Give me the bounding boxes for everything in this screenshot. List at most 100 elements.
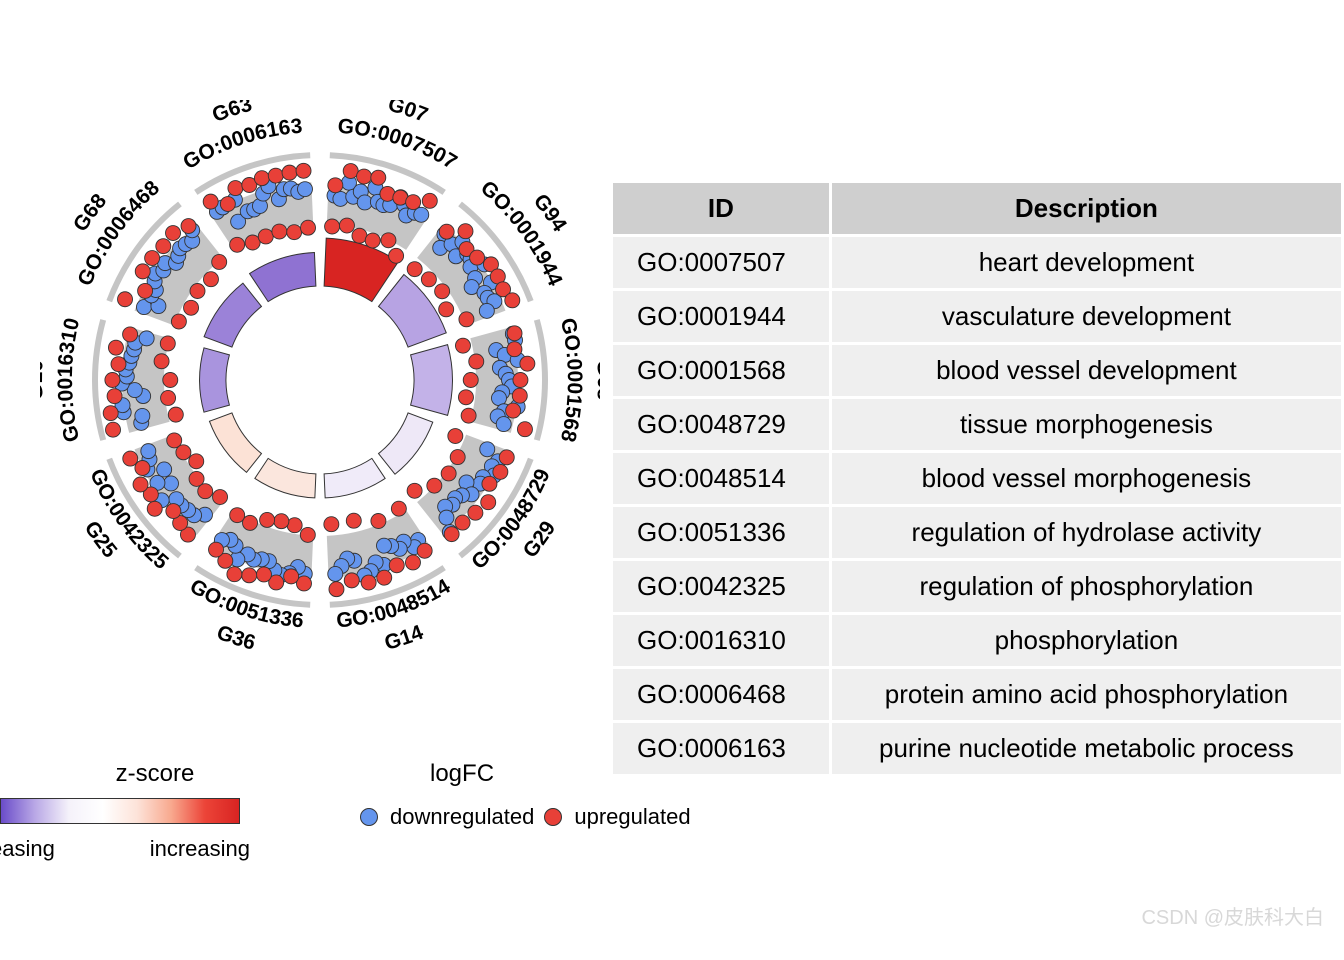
dot-up (493, 464, 508, 479)
dot-up (230, 237, 245, 252)
dot-up (513, 373, 528, 388)
dot-up (163, 373, 178, 388)
dot-up (166, 226, 181, 241)
dot-up (512, 388, 527, 403)
table-row: GO:0006163purine nucleotide metabolic pr… (612, 722, 1343, 776)
sector-rim (534, 319, 548, 441)
dot-up (260, 512, 275, 527)
table-row: GO:0001568blood vessel development (612, 344, 1343, 398)
dot-up (455, 515, 470, 530)
dot-down (479, 303, 494, 318)
dot-up (181, 219, 196, 234)
zscore-bar (204, 283, 261, 347)
dot-up (463, 373, 478, 388)
dot-up (469, 354, 484, 369)
dot-up (203, 272, 218, 287)
dot-up (160, 336, 175, 351)
dot-up (287, 518, 302, 533)
table-row: GO:0007507heart development (612, 236, 1343, 290)
dot-up (209, 542, 224, 557)
zscore-right-label: increasing (150, 836, 250, 862)
zscore-bar (255, 458, 316, 498)
zscore-bar (411, 345, 453, 416)
dot-up (389, 248, 404, 263)
zscore-title: z-score (60, 760, 250, 788)
dot-up (407, 262, 422, 277)
cell-id: GO:0007507 (612, 236, 831, 290)
dot-up (422, 193, 437, 208)
dot-up (468, 505, 483, 520)
dot-up (324, 517, 339, 532)
dots-layer (103, 163, 535, 596)
dot-up (118, 292, 133, 307)
dot-up (450, 450, 465, 465)
dot-up (458, 390, 473, 405)
dot-up (459, 312, 474, 327)
dot-up (105, 373, 120, 388)
dot-up (448, 429, 463, 444)
zscore-gradient (0, 798, 240, 824)
dot-up (133, 477, 148, 492)
dot-up (184, 300, 199, 315)
dot-up (166, 504, 181, 519)
dot-up (361, 575, 376, 590)
cell-description: regulation of phosphorylation (830, 560, 1342, 614)
table-row: GO:0048729tissue morphogenesis (612, 398, 1343, 452)
dot-up (507, 342, 522, 357)
dot-up (371, 513, 386, 528)
dot-up (405, 555, 420, 570)
cell-id: GO:0001568 (612, 344, 831, 398)
dot-up (189, 454, 204, 469)
zscore-legend: z-score easing increasing (0, 760, 250, 862)
dot-down (376, 538, 391, 553)
dot-down (135, 408, 150, 423)
dot-up (329, 582, 344, 597)
sector-index: G63 (209, 100, 254, 127)
dot-up (268, 168, 283, 183)
dot-up (274, 514, 289, 529)
dot-down (480, 442, 495, 457)
table-row: GO:0048514blood vessel morphogenesis (612, 452, 1343, 506)
cell-description: phosphorylation (830, 614, 1342, 668)
zscore-bar (379, 275, 447, 348)
dot-up (296, 163, 311, 178)
dot-up (213, 490, 228, 505)
dot-up (108, 340, 123, 355)
table-row: GO:0051336regulation of hydrolase activi… (612, 506, 1343, 560)
dot-down (297, 182, 312, 197)
dot-down (328, 566, 343, 581)
dot-up (135, 460, 150, 475)
dot-up (343, 164, 358, 179)
down-label: downregulated (390, 804, 534, 830)
dot-down (439, 510, 454, 525)
dot-up (301, 220, 316, 235)
cell-description: purine nucleotide metabolic process (830, 722, 1342, 776)
sector-go-id: GO:0001568 (556, 316, 586, 444)
dot-up (230, 508, 245, 523)
logfc-title: logFC (430, 760, 691, 788)
sector-index: G07 (385, 100, 431, 127)
dot-up (455, 338, 470, 353)
logfc-legend: logFC downregulated upregulated (360, 760, 691, 830)
dot-up (228, 181, 243, 196)
dot-up (258, 229, 273, 244)
zscore-bar (324, 458, 385, 498)
dot-up (220, 197, 235, 212)
dot-up (287, 225, 302, 240)
table-row: GO:0016310phosphorylation (612, 614, 1343, 668)
circular-go-plot: GO:0007507G07GO:0001944G94GO:0001568G68G… (40, 100, 600, 660)
dot-up (435, 284, 450, 299)
dot-up (147, 501, 162, 516)
sector-go-id: GO:0006163 (179, 115, 303, 174)
dot-up (417, 543, 432, 558)
dot-up (300, 527, 315, 542)
cell-id: GO:0016310 (612, 614, 831, 668)
up-dot-icon (544, 808, 562, 826)
dot-up (406, 195, 421, 210)
dot-up (111, 357, 126, 372)
dot-down (496, 417, 511, 432)
dot-up (154, 354, 169, 369)
dot-up (282, 165, 297, 180)
zscore-bar (200, 348, 230, 412)
dot-down (141, 444, 156, 459)
